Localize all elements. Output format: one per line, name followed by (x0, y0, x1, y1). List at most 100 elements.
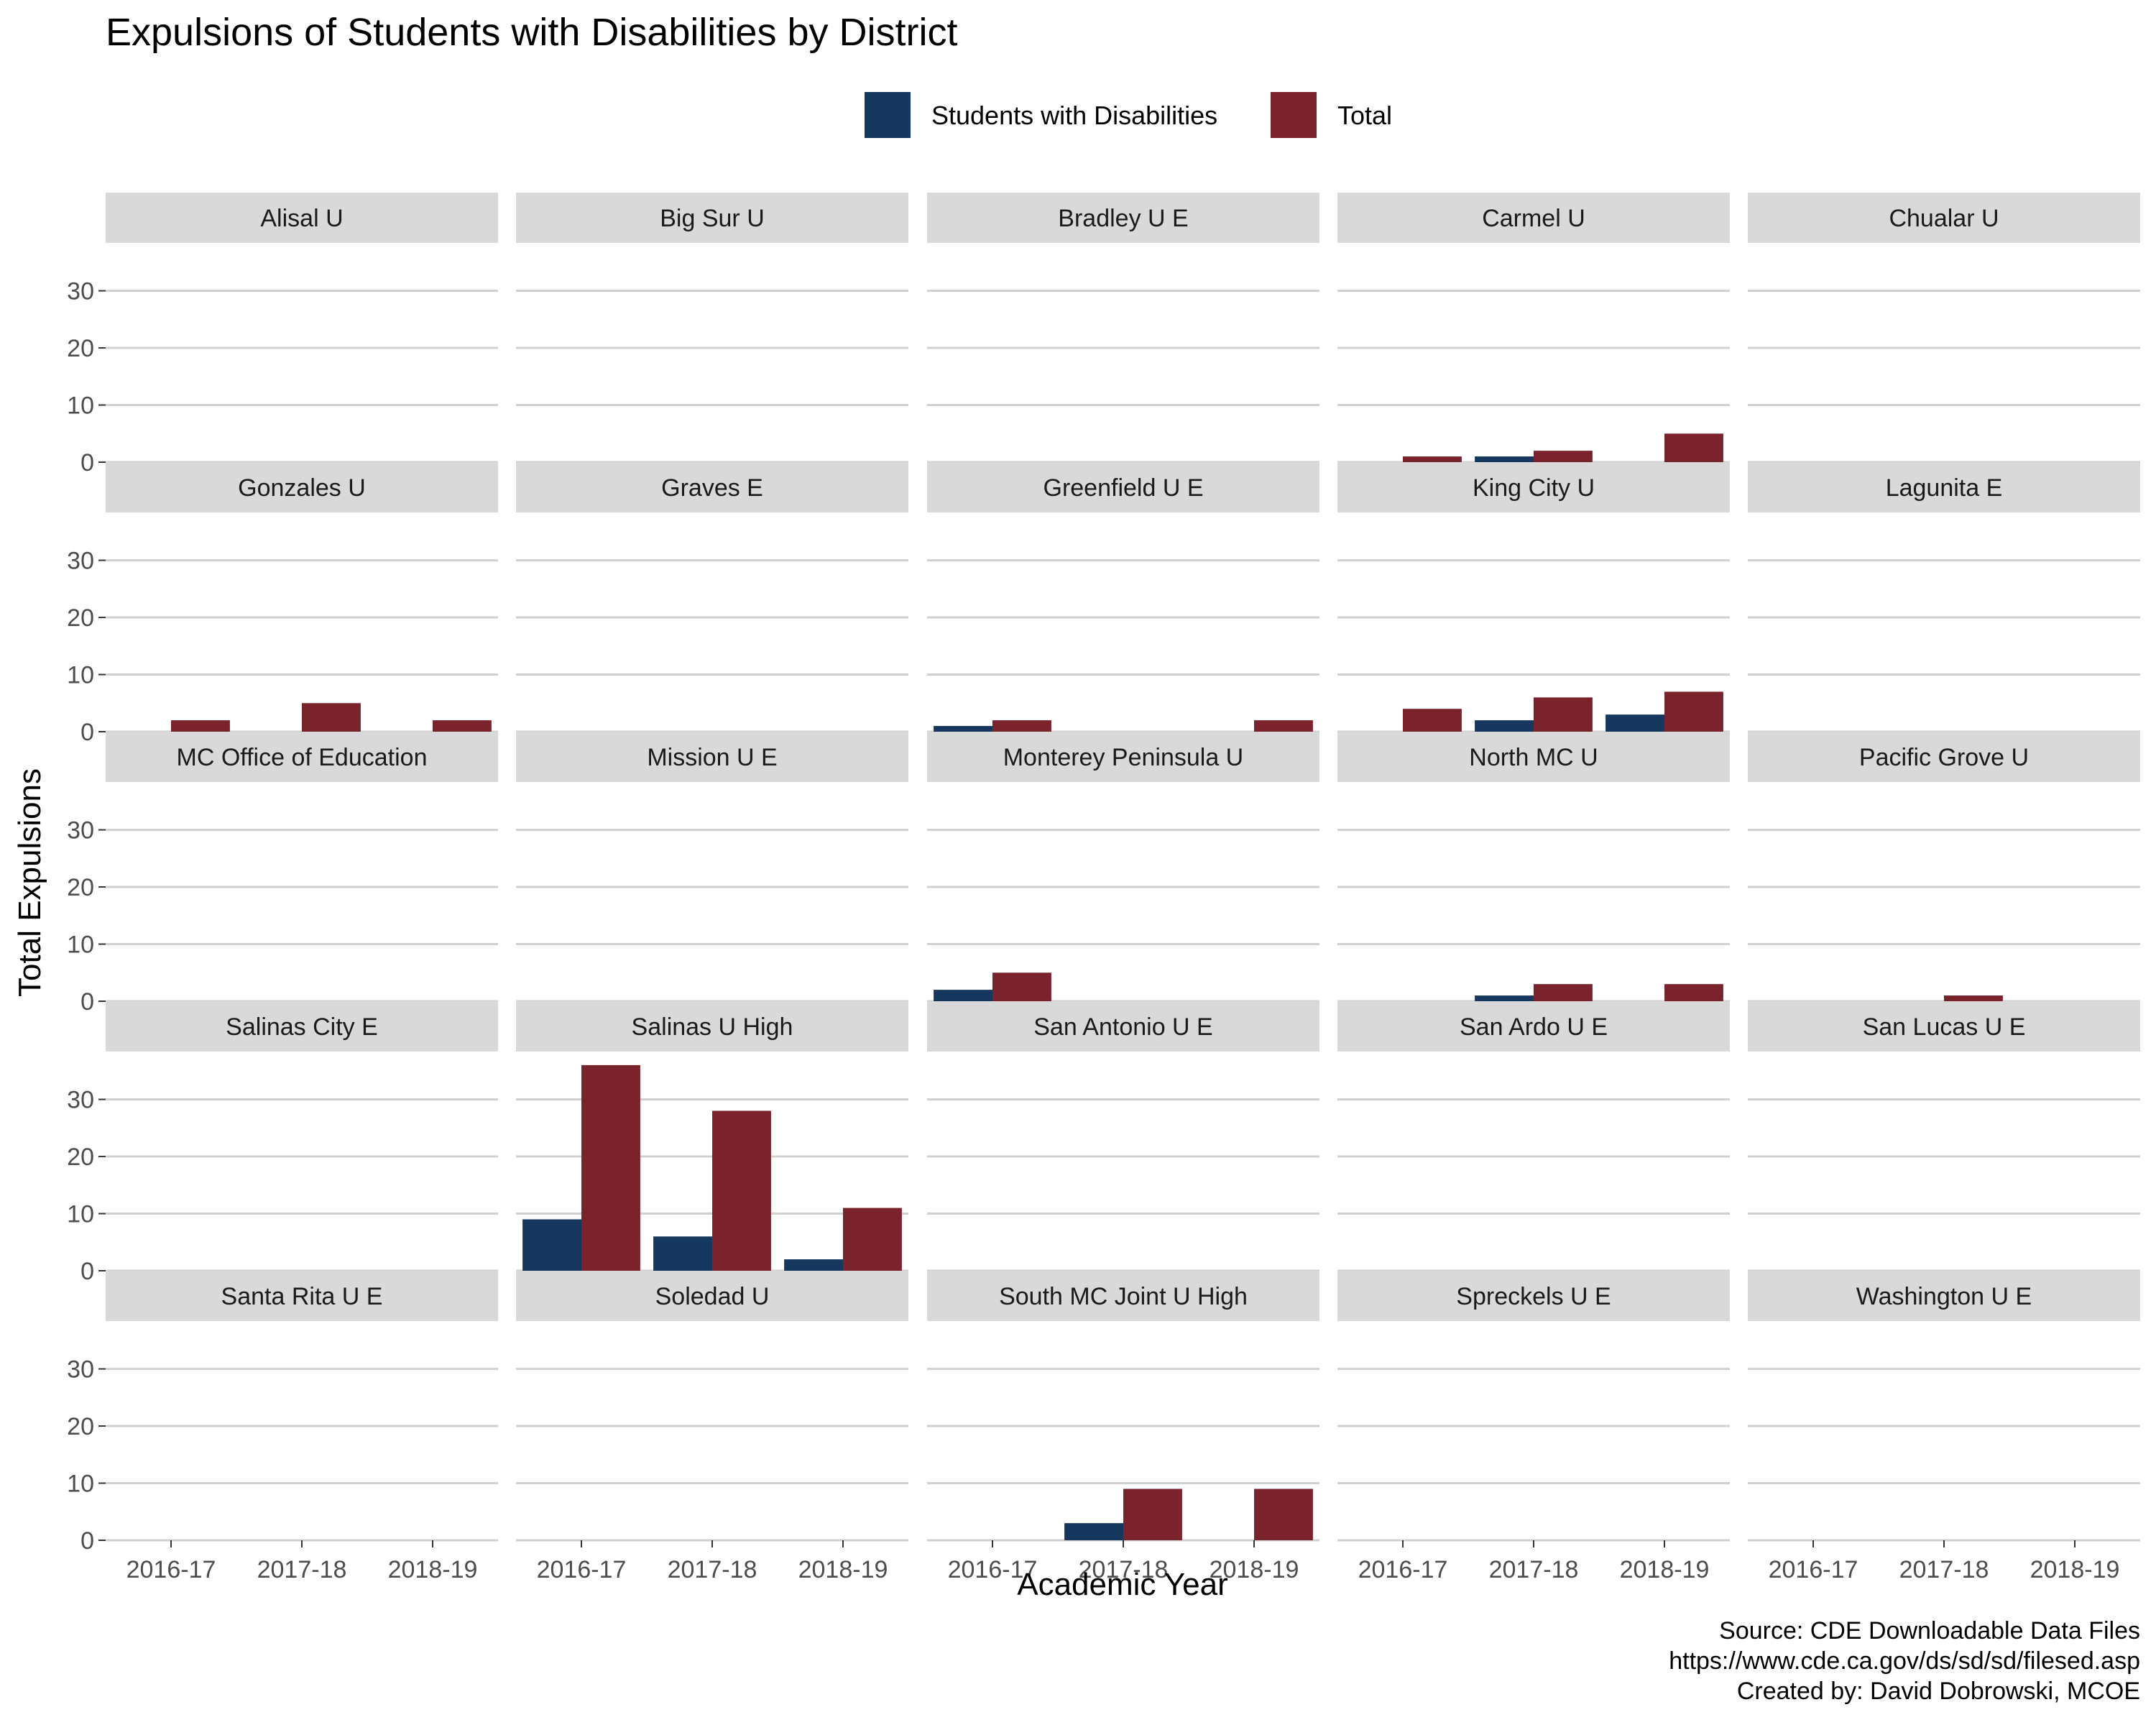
panel-bradley-u-e: Bradley U E (927, 193, 1319, 464)
panel-title: MC Office of Education (177, 744, 428, 771)
panel-title: Monterey Peninsula U (1003, 744, 1244, 771)
panel-strip (516, 462, 908, 512)
x-tick-label: 2017-18 (1079, 1556, 1169, 1583)
panel-title: Big Sur U (660, 205, 765, 232)
panel-strip (1748, 462, 2140, 512)
bar-students-with-disabilities-2016-17 (522, 1219, 581, 1271)
panel-san-lucas-u-e: San Lucas U E (1748, 1001, 2140, 1272)
bar-total-2016-17 (1403, 456, 1462, 462)
y-tick-label: 0 (80, 1527, 94, 1555)
panel-title: Graves E (661, 474, 763, 502)
y-tick-label: 0 (80, 449, 94, 477)
bar-total-2018-19 (1664, 984, 1723, 1001)
panel-south-mc-joint-u-high: South MC Joint U High 2016-17 2017-18 2018-… (927, 1271, 1319, 1583)
bar-total-2016-17 (171, 720, 230, 732)
caption: Source: CDE Downloadable Data Files http… (1669, 1617, 2140, 1705)
x-tick-label: 2018-19 (388, 1556, 478, 1583)
panel-title: Chualar U (1889, 205, 1999, 232)
panel-strip (1337, 462, 1730, 512)
panel-title: Alisal U (260, 205, 343, 232)
panel-title: Santa Rita U E (221, 1283, 383, 1310)
caption-url: https://www.cde.ca.gov/ds/sd/sd/filesed.… (1669, 1647, 2140, 1675)
x-axis-title: Academic Year (1017, 1567, 1228, 1602)
y-tick-label: 10 (67, 1471, 94, 1498)
panel-graves-e: Graves E (516, 462, 908, 733)
bar-students-with-disabilities-2017-18 (1064, 1523, 1123, 1540)
y-tick-label: 10 (67, 1201, 94, 1228)
legend-swatch-total (1271, 92, 1317, 138)
panel-title: Salinas City E (226, 1013, 378, 1041)
y-tick-label: 0 (80, 1258, 94, 1285)
x-tick-label: 2018-19 (1210, 1556, 1299, 1583)
bar-total-2016-17 (581, 1064, 640, 1271)
bar-students-with-disabilities-2016-17 (934, 990, 992, 1001)
panel-title: Spreckels U E (1456, 1283, 1611, 1310)
chart-title: Expulsions of Students with Disabilities… (106, 11, 957, 54)
y-tick-label: 30 (67, 278, 94, 305)
panel-strip (1748, 1271, 2140, 1321)
panel-strip (1748, 732, 2140, 782)
panel-strip (106, 1271, 498, 1321)
panel-strip (927, 462, 1319, 512)
panel-title: Greenfield U E (1044, 474, 1204, 502)
bar-total-2016-17 (992, 972, 1051, 1001)
panel-strip (927, 1271, 1319, 1321)
legend: Students with Disabilities Total (865, 92, 1392, 138)
bar-students-with-disabilities-2017-18 (1475, 456, 1534, 462)
panel-title: Mission U E (647, 744, 777, 771)
panel-strip (106, 732, 498, 782)
panel-title: Lagunita E (1886, 474, 2003, 502)
x-tick-label: 2017-18 (668, 1556, 757, 1583)
panel-alisal-u: Alisal U 0 10 20 30 (67, 193, 498, 477)
panel-strip (106, 462, 498, 512)
bar-students-with-disabilities-2017-18 (653, 1236, 712, 1271)
panel-strip (1337, 1001, 1730, 1052)
bar-total-2016-17 (992, 720, 1051, 732)
panel-salinas-u-high: Salinas U High (516, 1001, 908, 1272)
panel-strip (516, 1271, 908, 1321)
panel-strip (1748, 1001, 2140, 1052)
x-tick-label: 2017-18 (1899, 1556, 1989, 1583)
panel-strip (927, 732, 1319, 782)
panel-monterey-peninsula-u: Monterey Peninsula U (927, 732, 1319, 1003)
x-tick-label: 2017-18 (257, 1556, 347, 1583)
y-tick-label: 0 (80, 988, 94, 1016)
panel-north-mc-u: North MC U (1337, 732, 1730, 1003)
y-tick-label: 10 (67, 392, 94, 420)
y-tick-label: 20 (67, 335, 94, 362)
x-tick-label: 2016-17 (537, 1556, 627, 1583)
y-tick-label: 20 (67, 1413, 94, 1440)
panel-santa-rita-u-e: Santa Rita U E 0 10 20 30 2016-17 2017-18 2018-… (67, 1271, 498, 1583)
panel-soledad-u: Soledad U 2016-17 2017-18 2018-19 (516, 1271, 908, 1583)
y-axis-title: Total Expulsions (12, 768, 47, 997)
legend-label-students-with-disabilities: Students with Disabilities (931, 101, 1217, 130)
caption-credit: Created by: David Dobrowski, MCOE (1737, 1678, 2140, 1705)
panel-king-city-u: King City U (1337, 462, 1730, 733)
panel-salinas-city-e: Salinas City E 0 10 20 30 (67, 1001, 498, 1285)
panel-strip (516, 193, 908, 243)
bar-total-2018-19 (1254, 1489, 1313, 1540)
y-tick-label: 20 (67, 604, 94, 632)
panel-san-antonio-u-e: San Antonio U E (927, 1001, 1319, 1272)
bar-students-with-disabilities-2018-19 (784, 1259, 843, 1271)
panel-strip (106, 193, 498, 243)
panel-title: San Ardo U E (1460, 1013, 1608, 1041)
legend-swatch-students-with-disabilities (865, 92, 911, 138)
y-tick-label: 30 (67, 548, 94, 575)
panel-strip (927, 193, 1319, 243)
panel-washington-u-e: Washington U E 2016-17 2017-18 2018-19 (1748, 1271, 2140, 1583)
panel-carmel-u: Carmel U (1337, 193, 1730, 464)
panel-title: Carmel U (1482, 205, 1585, 232)
panel-title: San Antonio U E (1033, 1013, 1213, 1041)
bar-students-with-disabilities-2016-17 (934, 726, 992, 732)
facet-panels: Alisal U 0 10 20 30 Big Sur U Bradley U E Carme… (67, 193, 2140, 1583)
panel-title: Bradley U E (1058, 205, 1188, 232)
panel-title: North MC U (1469, 744, 1598, 771)
panel-title: Gonzales U (238, 474, 366, 502)
bar-total-2017-18 (302, 703, 361, 732)
panel-title: South MC Joint U High (999, 1283, 1248, 1310)
panel-strip (516, 1001, 908, 1052)
panel-big-sur-u: Big Sur U (516, 193, 908, 464)
bar-total-2018-19 (1664, 691, 1723, 732)
panel-strip (1337, 1271, 1730, 1321)
